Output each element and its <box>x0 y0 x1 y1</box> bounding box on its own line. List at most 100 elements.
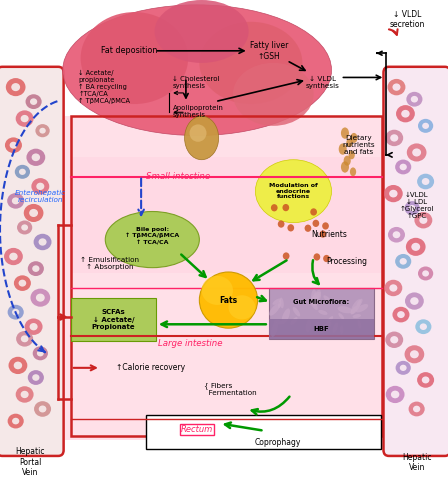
Text: Dietary
nutrients
and fats: Dietary nutrients and fats <box>342 135 375 155</box>
Ellipse shape <box>12 309 19 316</box>
Ellipse shape <box>190 124 207 142</box>
Ellipse shape <box>11 83 20 91</box>
Ellipse shape <box>39 128 46 134</box>
Ellipse shape <box>410 297 418 305</box>
Ellipse shape <box>282 204 289 211</box>
Ellipse shape <box>16 331 33 347</box>
Ellipse shape <box>313 294 321 306</box>
Text: ↑Calorie recovery: ↑Calorie recovery <box>116 363 185 372</box>
Ellipse shape <box>323 255 330 262</box>
Ellipse shape <box>105 212 199 268</box>
Ellipse shape <box>309 292 321 305</box>
Ellipse shape <box>389 284 397 292</box>
Ellipse shape <box>397 311 405 318</box>
Ellipse shape <box>391 391 399 398</box>
Ellipse shape <box>310 300 318 310</box>
Ellipse shape <box>392 231 401 238</box>
Ellipse shape <box>420 323 427 330</box>
Ellipse shape <box>26 149 45 166</box>
Text: Large intestine: Large intestine <box>158 339 223 348</box>
Text: Rectum: Rectum <box>181 425 213 434</box>
Ellipse shape <box>358 320 361 329</box>
Ellipse shape <box>14 362 22 369</box>
Ellipse shape <box>30 98 37 105</box>
Ellipse shape <box>288 224 294 231</box>
Ellipse shape <box>24 204 43 222</box>
Ellipse shape <box>8 414 24 428</box>
Ellipse shape <box>12 197 20 204</box>
Ellipse shape <box>400 164 407 170</box>
Ellipse shape <box>37 350 44 356</box>
Ellipse shape <box>384 185 403 202</box>
Ellipse shape <box>31 178 49 195</box>
Ellipse shape <box>39 406 47 412</box>
Ellipse shape <box>400 365 407 371</box>
Ellipse shape <box>199 272 258 328</box>
Ellipse shape <box>350 306 358 315</box>
Ellipse shape <box>233 63 314 126</box>
Ellipse shape <box>333 322 338 333</box>
Ellipse shape <box>305 225 311 232</box>
Text: ↓ VLDL
synthesis: ↓ VLDL synthesis <box>306 76 340 89</box>
Text: Hepatic
Portal
Vein: Hepatic Portal Vein <box>15 447 45 477</box>
Ellipse shape <box>21 115 29 122</box>
Ellipse shape <box>30 288 50 307</box>
Text: Fatty liver
↑GSH: Fatty liver ↑GSH <box>250 41 288 60</box>
Ellipse shape <box>29 209 38 217</box>
Ellipse shape <box>414 212 432 228</box>
Ellipse shape <box>318 310 327 315</box>
FancyBboxPatch shape <box>383 67 448 456</box>
Ellipse shape <box>319 322 332 333</box>
Ellipse shape <box>311 289 317 305</box>
Ellipse shape <box>351 299 361 314</box>
Ellipse shape <box>12 418 19 424</box>
Text: Processing: Processing <box>327 257 368 266</box>
Ellipse shape <box>255 160 332 223</box>
Ellipse shape <box>344 156 351 166</box>
Text: Hepatic
Vein: Hepatic Vein <box>402 453 431 472</box>
Ellipse shape <box>63 5 332 136</box>
Ellipse shape <box>353 314 361 318</box>
Ellipse shape <box>314 322 319 329</box>
Ellipse shape <box>39 238 47 246</box>
Ellipse shape <box>418 267 433 280</box>
Ellipse shape <box>293 307 300 317</box>
Ellipse shape <box>6 78 26 96</box>
Ellipse shape <box>406 92 422 106</box>
Text: Fat deposition: Fat deposition <box>101 46 157 55</box>
Ellipse shape <box>417 174 434 189</box>
Ellipse shape <box>185 116 219 160</box>
Ellipse shape <box>390 336 398 344</box>
Ellipse shape <box>310 208 317 215</box>
Text: ↓ Cholesterol
synthesis: ↓ Cholesterol synthesis <box>172 76 220 89</box>
Ellipse shape <box>9 142 17 149</box>
Bar <box>65 116 385 440</box>
Ellipse shape <box>272 299 281 305</box>
Ellipse shape <box>422 377 430 383</box>
Ellipse shape <box>7 193 24 209</box>
Bar <box>269 319 374 339</box>
Text: Fats: Fats <box>220 296 237 304</box>
Ellipse shape <box>281 308 290 324</box>
Text: ↑ Emulsification
↑ Absorption: ↑ Emulsification ↑ Absorption <box>80 257 139 271</box>
Text: Bile pool:
↑ TβMCA/βMCA
↑ TCA/CA: Bile pool: ↑ TβMCA/βMCA ↑ TCA/CA <box>125 227 180 244</box>
Ellipse shape <box>25 318 43 335</box>
Ellipse shape <box>417 372 434 388</box>
Ellipse shape <box>415 319 431 334</box>
Ellipse shape <box>395 254 411 269</box>
Ellipse shape <box>388 79 405 95</box>
Ellipse shape <box>412 149 421 156</box>
Text: Gut Microflora:: Gut Microflora: <box>293 299 349 305</box>
Ellipse shape <box>33 347 48 360</box>
Text: ↓ Acetate/
propionate
↑ BA recycling
↑TCA/CA
↑ TβMCA/βMCA: ↓ Acetate/ propionate ↑ BA recycling ↑TC… <box>78 70 130 105</box>
Ellipse shape <box>422 271 429 276</box>
Ellipse shape <box>313 220 319 227</box>
Ellipse shape <box>409 402 425 416</box>
Ellipse shape <box>327 316 333 323</box>
Ellipse shape <box>390 134 398 142</box>
Ellipse shape <box>34 401 51 417</box>
Ellipse shape <box>350 167 356 176</box>
Text: Nutrients: Nutrients <box>311 230 347 239</box>
Ellipse shape <box>30 323 38 331</box>
Ellipse shape <box>19 169 26 175</box>
